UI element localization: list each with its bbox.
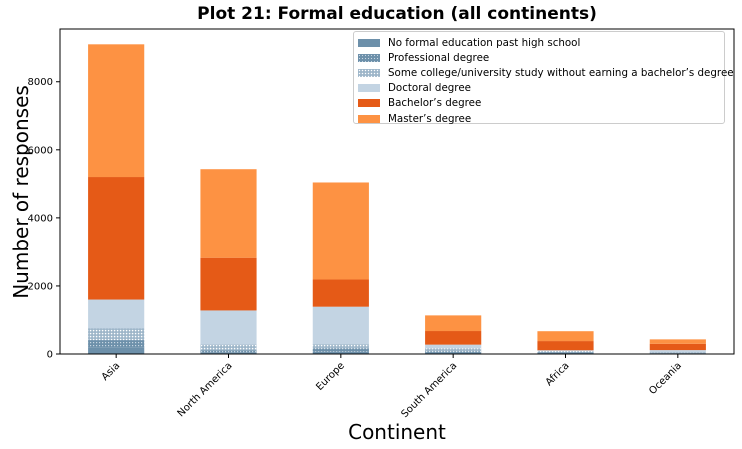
bar-segment (425, 352, 482, 354)
x-tick-label: South America (400, 360, 460, 420)
bar-segment (88, 177, 145, 300)
bar-segment (537, 350, 594, 352)
y-axis-label: Number of responses (9, 85, 33, 299)
legend-label: Professional degree (388, 51, 490, 64)
y-tick-label: 0 (47, 350, 53, 361)
bar-segment (312, 348, 369, 352)
legend-item: Master’s degree (358, 111, 724, 126)
legend-item: Bachelor’s degree (358, 96, 724, 111)
legend-swatch (358, 84, 380, 93)
bar-segment (200, 257, 257, 311)
x-tick-label: North America (176, 360, 235, 419)
bar-segment (425, 344, 482, 349)
legend-item: Professional degree (358, 50, 724, 65)
bar-segment (537, 341, 594, 351)
bar-segment (88, 347, 145, 354)
x-tick-label: Africa (544, 360, 572, 388)
bar-segment (200, 352, 257, 354)
bar-segment (88, 328, 145, 341)
legend-swatch (358, 68, 380, 77)
legend-label: Doctoral degree (388, 82, 471, 95)
y-tick-label: 2000 (28, 281, 53, 292)
bar-segment (200, 310, 257, 345)
legend-item: No formal education past high school (358, 35, 724, 50)
bar-segment (649, 350, 706, 353)
y-tick-label: 8000 (28, 77, 53, 88)
y-tick-label: 6000 (28, 145, 53, 156)
bar-segment (537, 352, 594, 354)
bar-segment (200, 350, 257, 353)
bar-segment (88, 44, 145, 178)
bar-segment (312, 182, 369, 280)
legend-swatch (358, 53, 380, 62)
bar-segment (425, 351, 482, 353)
bar-segment (537, 331, 594, 342)
bar-segment (88, 340, 145, 348)
legend-label: Some college/university study without ea… (388, 66, 734, 79)
bar-segment (649, 339, 706, 344)
y-tick-label: 4000 (28, 213, 53, 224)
bar-segment (312, 351, 369, 354)
legend-label: Bachelor’s degree (388, 97, 482, 110)
x-axis-label: Continent (348, 420, 446, 444)
bar-segment (537, 351, 594, 353)
bar-segment (88, 299, 145, 329)
chart-title: Plot 21: Formal education (all continent… (197, 4, 597, 24)
bar-segment (537, 352, 594, 353)
bar-segment (649, 343, 706, 351)
bar-segment (649, 352, 706, 354)
plot-frame (59, 28, 735, 355)
legend-swatch (358, 99, 380, 108)
bar-segment (312, 306, 369, 345)
bar-segment (200, 169, 257, 258)
bar-segment (649, 353, 706, 354)
bar-segment (200, 344, 257, 351)
x-tick-label: Europe (314, 360, 347, 393)
legend-swatch (358, 38, 380, 47)
bar-segment (312, 344, 369, 349)
bar-segment (425, 315, 482, 332)
legend-item: Some college/university study without ea… (358, 65, 734, 80)
legend-item: Doctoral degree (358, 81, 724, 96)
legend-label: Master’s degree (388, 112, 472, 125)
x-tick-label: Asia (100, 360, 123, 383)
x-tick-label: Oceania (647, 360, 684, 397)
bar-segment (312, 279, 369, 307)
legend-label: No formal education past high school (388, 36, 581, 49)
legend: No formal education past high school Prof… (353, 31, 734, 126)
bar-segment (425, 348, 482, 352)
legend-swatch (358, 114, 380, 123)
bar-segment (425, 331, 482, 345)
